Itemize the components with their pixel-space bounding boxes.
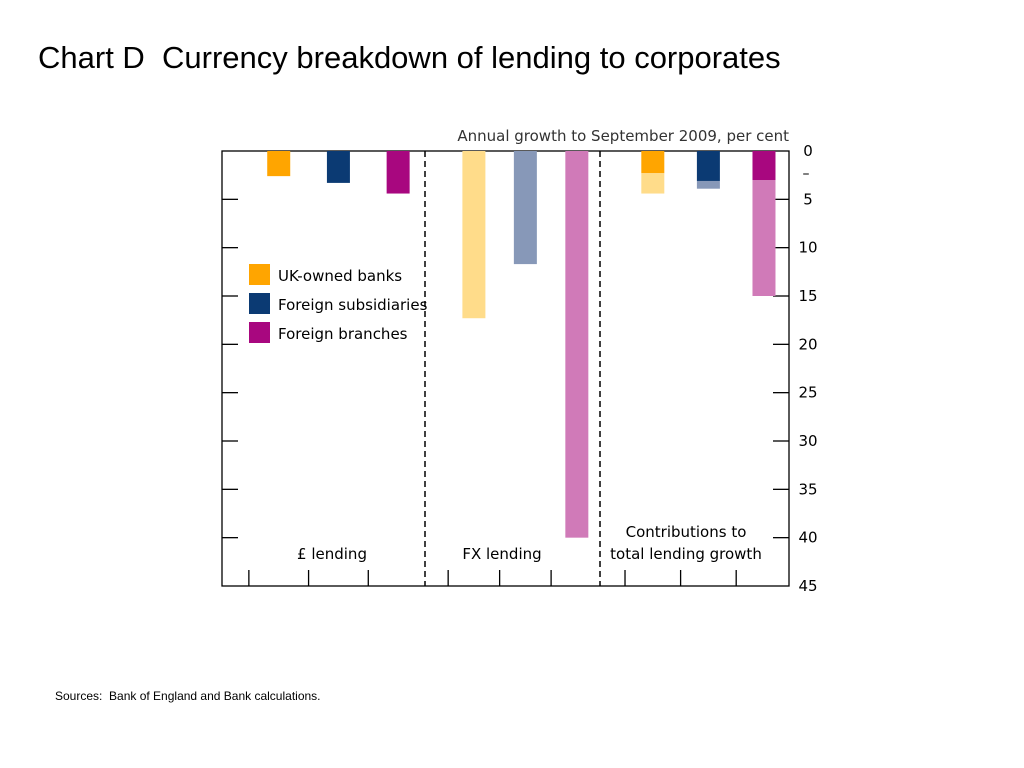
y-axis-title: Annual growth to September 2009, per cen… bbox=[457, 127, 789, 145]
y-axis-minus-label: – bbox=[803, 166, 810, 182]
legend-swatch bbox=[249, 293, 270, 314]
legend-label: Foreign branches bbox=[278, 325, 408, 343]
bar-segment bbox=[696, 180, 720, 189]
legend-label: Foreign subsidiaries bbox=[278, 296, 428, 314]
y-tick-label: 35 bbox=[798, 480, 817, 498]
bar-segment bbox=[641, 151, 665, 174]
bar bbox=[267, 151, 291, 177]
y-tick-label: 40 bbox=[798, 529, 817, 547]
y-tick-label: 15 bbox=[798, 287, 817, 305]
y-tick-label: 10 bbox=[798, 239, 817, 257]
bar bbox=[565, 151, 589, 538]
bar bbox=[513, 151, 537, 265]
y-tick-label: 0 bbox=[803, 142, 813, 160]
bar-segment bbox=[752, 180, 776, 296]
bar bbox=[386, 151, 410, 194]
group-label: Contributions to bbox=[626, 523, 747, 541]
bar bbox=[326, 151, 350, 183]
y-tick-label: 20 bbox=[798, 335, 817, 353]
sources-note: Sources: Bank of England and Bank calcul… bbox=[55, 689, 321, 703]
group-label: £ lending bbox=[297, 545, 367, 563]
bar-segment bbox=[641, 173, 665, 194]
bar-segment bbox=[696, 151, 720, 181]
bar bbox=[462, 151, 486, 319]
y-tick-label: 30 bbox=[798, 432, 817, 450]
legend: UK-owned banks Foreign subsidiaries Fore… bbox=[249, 264, 428, 343]
group-label: FX lending bbox=[462, 545, 541, 563]
y-tick-label: 45 bbox=[798, 577, 817, 595]
legend-swatch bbox=[249, 264, 270, 285]
legend-label: UK-owned banks bbox=[278, 267, 402, 285]
group-label: total lending growth bbox=[610, 545, 762, 563]
page-title: Chart D Currency breakdown of lending to… bbox=[38, 40, 781, 75]
y-tick-label: 25 bbox=[798, 384, 817, 402]
y-tick-label: 5 bbox=[803, 190, 813, 208]
legend-swatch bbox=[249, 322, 270, 343]
bar-segment bbox=[752, 151, 776, 180]
plot-frame bbox=[221, 150, 790, 587]
